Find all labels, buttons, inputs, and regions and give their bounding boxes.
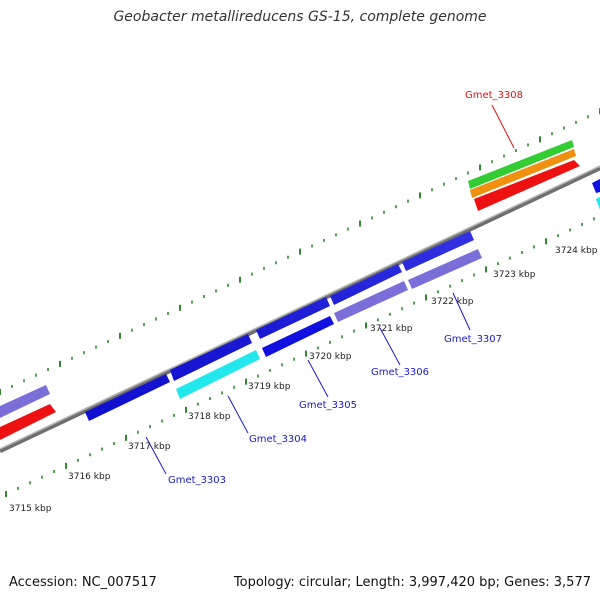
gene-label-gmet-3306[interactable]: Gmet_3306 [371,367,429,378]
gene-arrow[interactable] [0,385,50,418]
lower-dotted-tick-track [5,217,595,497]
upper-dotted-tick-track [0,108,600,395]
gene-arrow[interactable] [468,140,574,189]
gene-arrow[interactable] [176,350,260,399]
gene-labels: Gmet_3303 Gmet_3304 Gmet_3305 Gmet_3306 … [168,90,523,486]
gene-arrow[interactable] [262,316,334,357]
gene-label-leaders [145,104,515,475]
tick-label: 3718 kbp [188,412,231,422]
tick-label: 3724 kbp [555,246,598,256]
genome-title: Geobacter metallireducens GS-15, complet… [113,9,487,25]
accession-label: Accession: NC_007517 [9,575,157,590]
gene-label-gmet-3304[interactable]: Gmet_3304 [249,434,307,445]
tick-label: 3716 kbp [68,472,111,482]
gene-arrow[interactable] [334,281,408,322]
gene-arrow[interactable] [408,249,482,289]
gene-label-gmet-3303[interactable]: Gmet_3303 [168,475,226,486]
tick-label: 3719 kbp [248,382,291,392]
genome-summary-label: Topology: circular; Length: 3,997,420 bp… [233,575,591,590]
gene-arrow[interactable] [596,197,600,210]
gene-features [0,140,600,440]
tick-label: 3721 kbp [370,324,413,334]
tick-label: 3720 kbp [309,352,352,362]
tick-label: 3723 kbp [493,270,536,280]
tick-label: 3717 kbp [128,442,171,452]
gene-arrow[interactable] [474,160,580,211]
gene-label-gmet-3305[interactable]: Gmet_3305 [299,400,357,411]
gene-arrow[interactable] [470,149,576,198]
gene-label-gmet-3307[interactable]: Gmet_3307 [444,334,502,345]
tick-label: 3715 kbp [9,504,52,514]
tick-label: 3722 kbp [431,297,474,307]
coordinate-tick-labels: 3715 kbp 3716 kbp 3717 kbp 3718 kbp 3719… [9,246,598,514]
gene-arrow[interactable] [592,179,600,193]
gene-arrow[interactable] [0,404,56,440]
gene-label-gmet-3308[interactable]: Gmet_3308 [465,90,523,101]
